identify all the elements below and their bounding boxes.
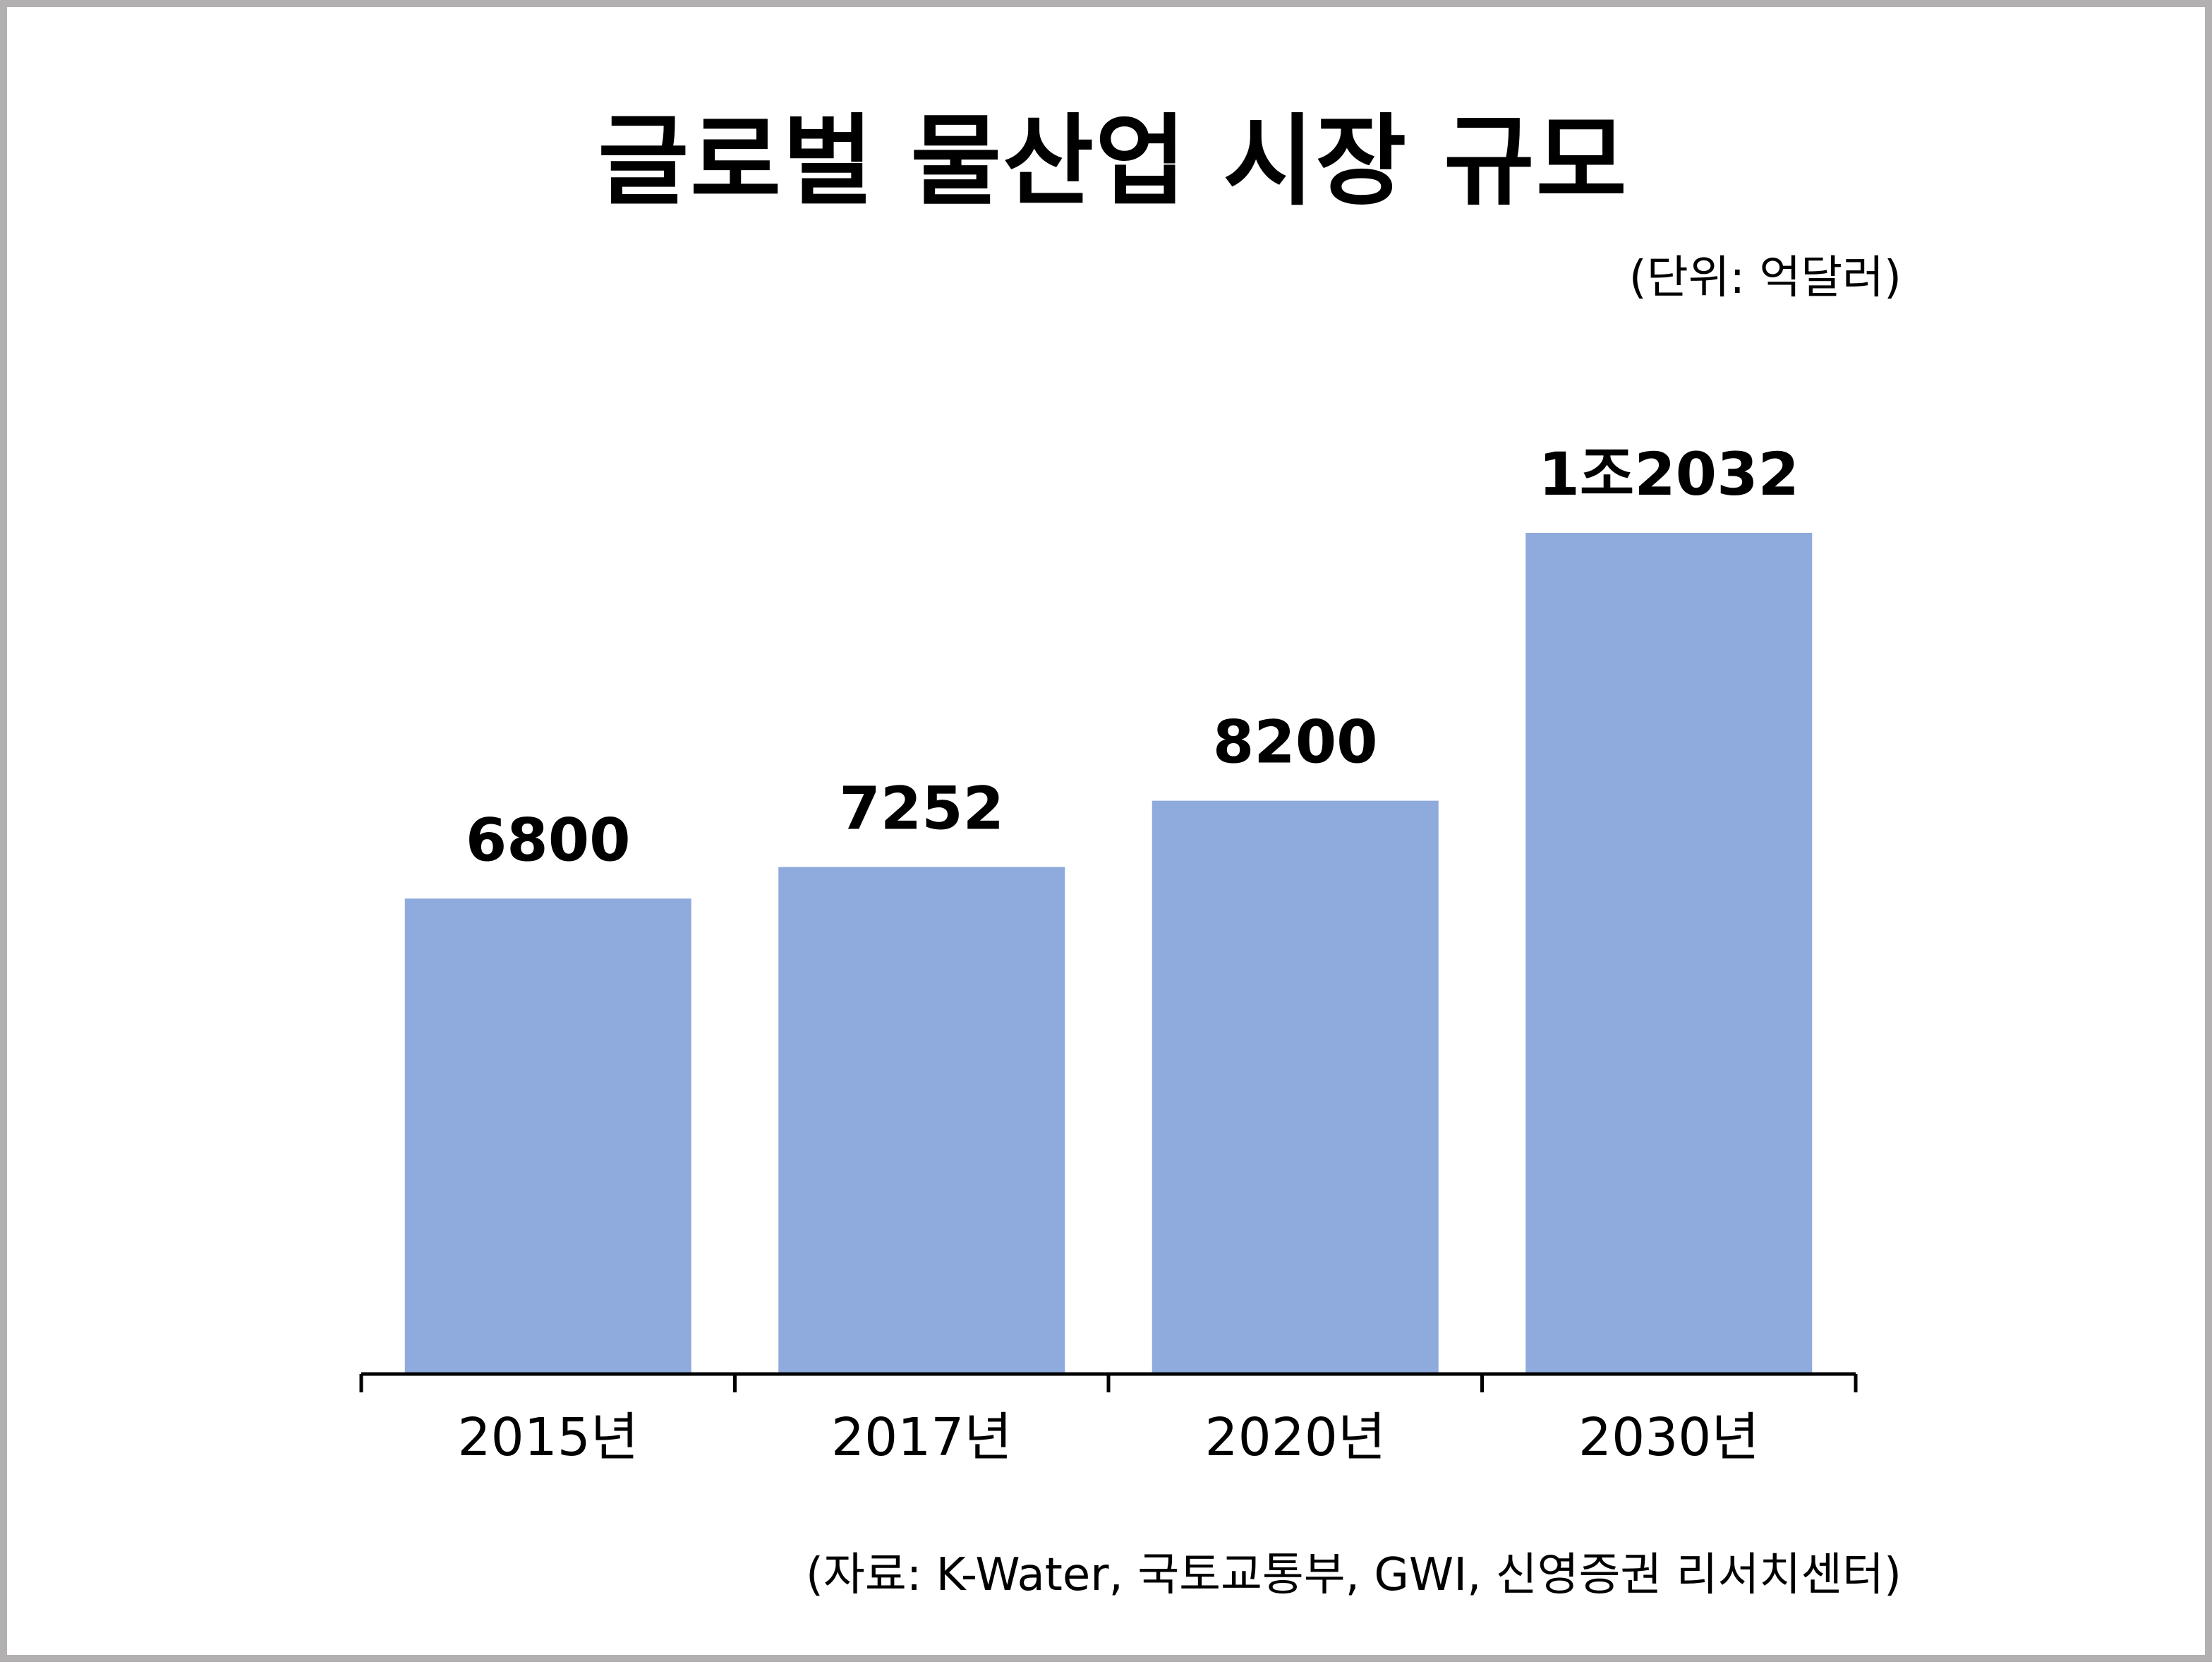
x-tick-label: 2020년: [1205, 1407, 1386, 1468]
x-tick-label: 2017년: [831, 1407, 1012, 1468]
value-label: 7252: [839, 774, 1004, 843]
value-label: 6800: [466, 805, 631, 874]
bar-2020년: [1152, 800, 1439, 1374]
value-label: 8200: [1213, 708, 1378, 777]
unit-label: (단위: 억달러): [1628, 252, 1902, 304]
x-tick-label: 2015년: [458, 1407, 639, 1468]
source-label: (자료: K-Water, 국토교통부, GWI, 신영증권 리서치센터): [805, 1549, 1902, 1601]
bar-2017년: [778, 867, 1065, 1374]
bar-2015년: [404, 898, 691, 1374]
x-tick-label: 2030년: [1578, 1407, 1759, 1468]
bar-chart: 6800 2015년 7252 2017년 8200 2020년 1조2032 2030년: [359, 440, 1858, 1468]
chart-title: 글로벌 물산업 시장 규모: [598, 104, 1628, 219]
value-label: 1조2032: [1538, 440, 1799, 509]
bar-2030년: [1525, 533, 1813, 1374]
